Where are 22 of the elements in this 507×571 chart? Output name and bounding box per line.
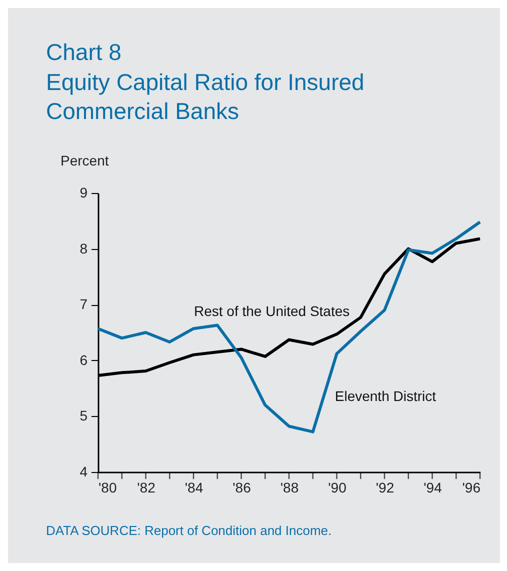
x-tick-label: '92 <box>376 480 394 496</box>
chart-title: Chart 8 <box>46 38 122 67</box>
source-note: DATA SOURCE: Report of Condition and Income. <box>46 523 332 538</box>
x-tick-label: '82 <box>137 480 156 496</box>
y-tick-label: 9 <box>80 184 88 200</box>
chart-subtitle: Equity Capital Ratio for Insured Commercial Banks <box>46 68 366 126</box>
line-series <box>96 220 482 434</box>
series-label: Eleventh District <box>334 388 436 404</box>
x-tick-label: '94 <box>424 480 442 496</box>
x-tick-label: '96 <box>462 480 481 496</box>
y-tick-label: 5 <box>80 408 88 424</box>
x-tick-label: '80 <box>98 480 117 496</box>
y-axis-title: Percent <box>60 152 109 168</box>
y-tick-label: 4 <box>80 464 88 480</box>
y-tick-label: 7 <box>80 296 88 312</box>
y-tick-label: 8 <box>80 240 88 256</box>
x-tick-label: '88 <box>280 480 299 496</box>
y-tick-label: 6 <box>80 352 88 368</box>
x-tick-label: '86 <box>232 480 252 496</box>
x-tick-label: '84 <box>184 480 204 496</box>
series-label: Rest of the United States <box>194 302 350 319</box>
x-tick-label: '90 <box>328 480 347 496</box>
